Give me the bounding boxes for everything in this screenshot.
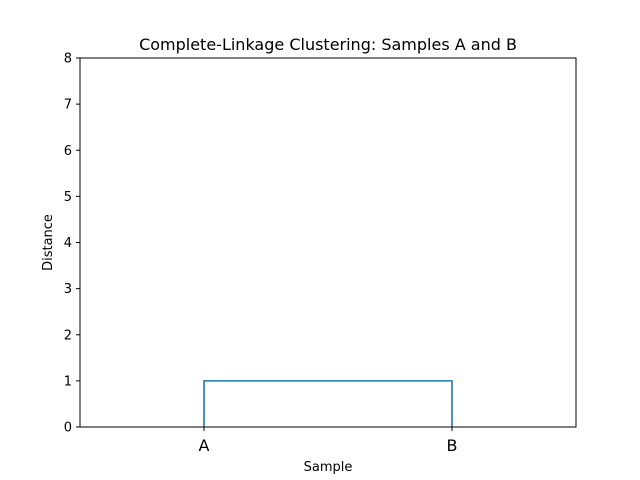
dendrogram-link-1 <box>203 380 453 427</box>
leaf-label-b: B <box>447 436 458 455</box>
y-tick-label: 4 <box>64 236 72 251</box>
y-tick-label: 1 <box>64 374 72 389</box>
y-tick-label: 7 <box>64 98 72 113</box>
plot-area: 0 1 2 3 4 5 6 7 8 A B <box>64 52 458 456</box>
y-tick-label: 0 <box>64 421 72 436</box>
y-tick-label: 6 <box>64 144 72 159</box>
y-tick-label: 8 <box>64 52 72 67</box>
y-tick-label: 2 <box>64 328 72 343</box>
x-axis-label: Sample <box>304 460 353 475</box>
chart-title: Complete-Linkage Clustering: Samples A a… <box>139 35 517 54</box>
y-axis-label: Distance <box>41 214 56 271</box>
y-tick-label: 5 <box>64 190 72 205</box>
y-tick-label: 3 <box>64 282 72 297</box>
axes-frame <box>79 57 577 428</box>
leaf-label-a: A <box>199 436 210 455</box>
